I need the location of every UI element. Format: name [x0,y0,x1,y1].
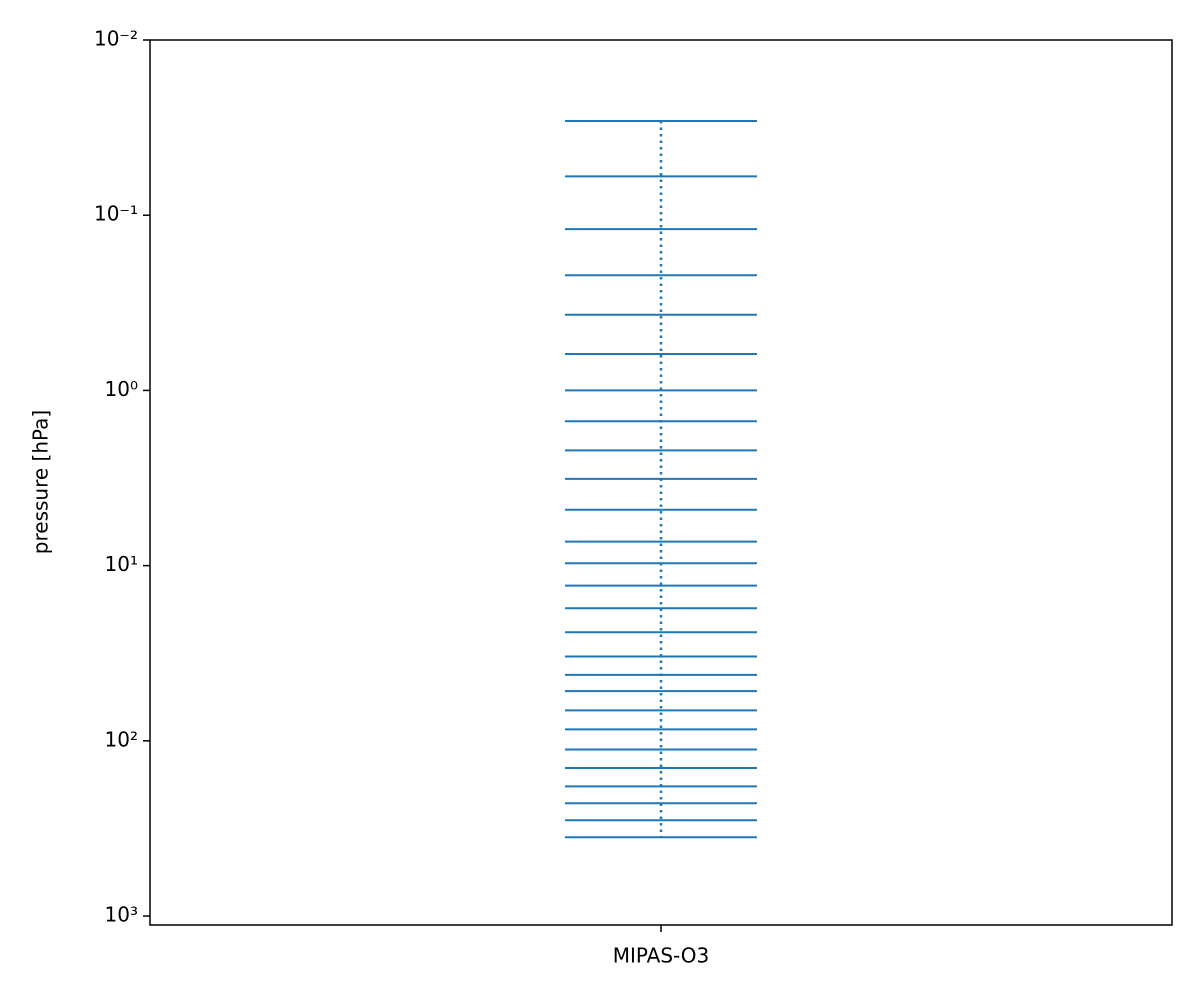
y-tick-label: 10³ [105,903,138,927]
y-tick-label: 10⁰ [105,377,138,401]
y-tick-label: 10¹ [105,552,138,576]
y-tick-label: 10² [105,727,138,751]
y-axis-label: pressure [hPa] [29,410,53,554]
x-tick-label: MIPAS-O3 [613,944,710,968]
y-tick-label: 10⁻² [94,27,138,51]
y-tick-label: 10⁻¹ [94,202,138,226]
